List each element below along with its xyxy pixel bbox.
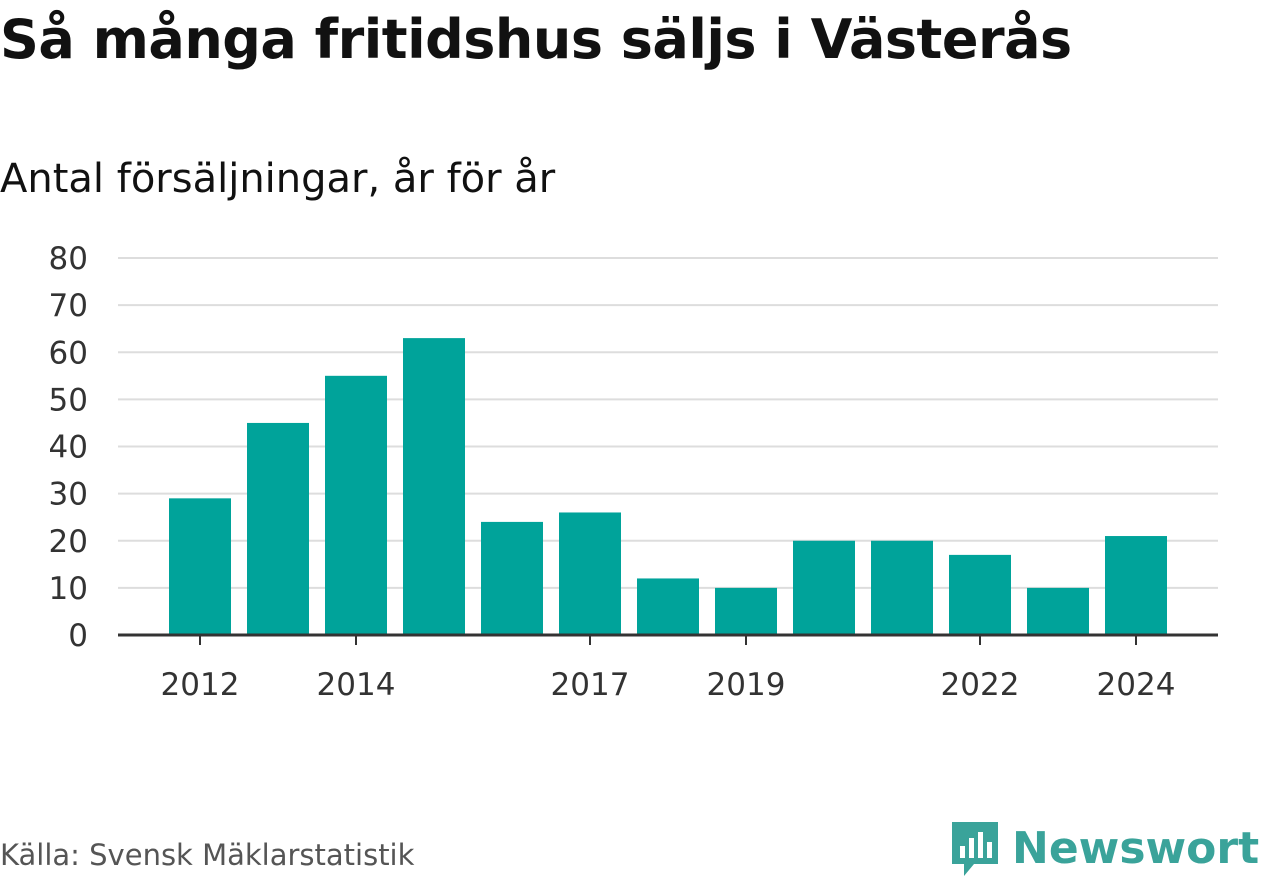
y-tick-label: 70 bbox=[49, 288, 88, 324]
bar-2024 bbox=[1105, 536, 1167, 635]
x-tick-label: 2017 bbox=[551, 667, 630, 703]
bar-2021 bbox=[871, 540, 933, 635]
y-tick-label: 50 bbox=[49, 382, 88, 418]
y-tick-label: 60 bbox=[49, 335, 88, 371]
bars bbox=[169, 338, 1167, 635]
x-tick-label: 2019 bbox=[707, 667, 786, 703]
x-tick-label: 2012 bbox=[161, 667, 240, 703]
y-tick-label: 40 bbox=[49, 430, 88, 466]
bar-2017 bbox=[559, 512, 621, 635]
brand-name: Newsworthy bbox=[1012, 822, 1262, 874]
grid-lines bbox=[118, 257, 1218, 589]
bar-2020 bbox=[793, 540, 855, 635]
x-tick-label: 2024 bbox=[1097, 667, 1176, 703]
chart-subtitle: Antal försäljningar, år för år bbox=[0, 156, 556, 202]
x-tick-label: 2014 bbox=[317, 667, 396, 703]
x-axis-ticks: 2012 2014 2017 2019 2022 2024 bbox=[161, 635, 1176, 703]
newsworthy-logo-icon bbox=[952, 822, 998, 876]
bar-2014 bbox=[325, 375, 387, 635]
x-tick-label: 2022 bbox=[941, 667, 1020, 703]
source-note: Källa: Svensk Mäklarstatistik bbox=[0, 838, 415, 872]
y-axis-ticks: 0 10 20 30 40 50 60 70 80 bbox=[49, 241, 88, 654]
bar-2022 bbox=[949, 554, 1011, 635]
bar-2016 bbox=[481, 521, 543, 635]
bar-2019 bbox=[715, 587, 777, 635]
y-tick-label: 80 bbox=[49, 241, 88, 277]
chart-title: Så många fritidshus säljs i Västerås bbox=[0, 8, 1072, 71]
bar-2015 bbox=[403, 338, 465, 635]
bar-2012 bbox=[169, 498, 231, 635]
bar-2018 bbox=[637, 578, 699, 635]
y-tick-label: 30 bbox=[49, 477, 88, 513]
y-tick-label: 10 bbox=[49, 571, 88, 607]
bar-2013 bbox=[247, 422, 309, 635]
bar-2023 bbox=[1027, 587, 1089, 635]
y-tick-label: 0 bbox=[68, 618, 88, 654]
y-tick-label: 20 bbox=[49, 524, 88, 560]
brand-logo: Newsworthy bbox=[950, 818, 1262, 878]
